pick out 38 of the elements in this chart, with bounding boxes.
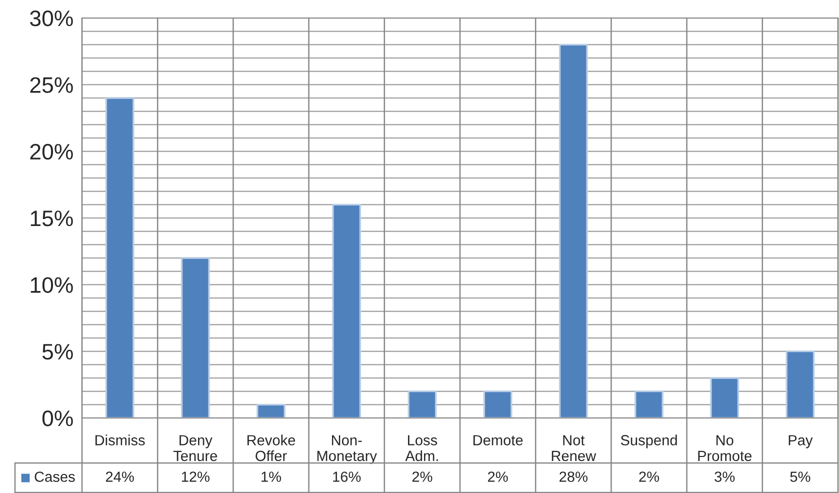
legend-label: Cases [34, 472, 75, 482]
text: 2% [488, 472, 508, 482]
text: 16% [333, 472, 361, 482]
bar [634, 390, 664, 418]
bar [558, 44, 588, 418]
x-tick-label: Non-Monetary [317, 435, 377, 464]
y-tick-label: 0% [42, 410, 73, 426]
y-tick-label: 15% [30, 210, 73, 226]
bar [180, 257, 210, 418]
bar [256, 404, 286, 418]
text: 28% [560, 472, 588, 482]
text: 2% [412, 472, 432, 482]
bar [483, 390, 512, 418]
y-tick-label: 30% [30, 10, 73, 26]
x-tick-label: Suspend [620, 434, 677, 448]
bar [710, 377, 740, 418]
x-tick-label: Revoke Offer [247, 434, 296, 462]
x-tick-label: No Promote [698, 435, 752, 462]
bar [105, 97, 134, 418]
text: 12% [182, 472, 210, 482]
text: 2% [639, 472, 660, 482]
y-tick-label: 10% [30, 277, 73, 293]
bar [332, 204, 362, 418]
x-tick-label: Deny Tenure [173, 435, 218, 462]
text: 1% [262, 472, 282, 482]
x-tick-label: Demote [473, 435, 523, 446]
text: 24% [106, 472, 134, 482]
y-tick-label: 5% [42, 344, 73, 360]
x-tick-label: Not Renew [552, 435, 596, 462]
y-tick-label: 25% [30, 77, 73, 93]
y-tick-label: 20% [30, 144, 73, 160]
text: 3% [714, 472, 735, 482]
x-tick-label: Dismiss [95, 434, 145, 446]
bar [786, 350, 815, 418]
x-tick-label: Loss Adm. [405, 435, 438, 462]
x-tick-label: Pay [788, 435, 813, 448]
text: 5% [790, 472, 810, 482]
bar [408, 390, 437, 418]
